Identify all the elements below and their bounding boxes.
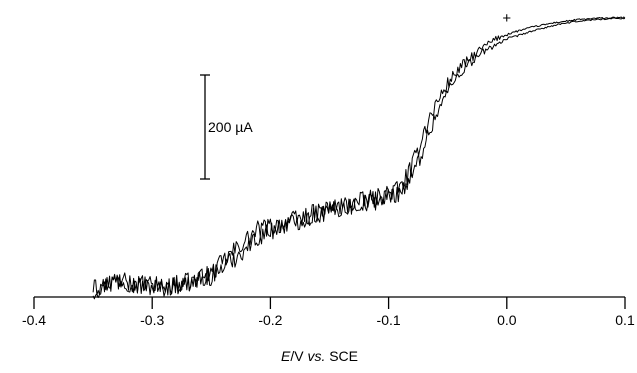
x-tick-label: 0.0 [497,312,517,328]
voltammogram-trace-2 [92,17,626,296]
plot-area [92,16,626,300]
x-tick-label: 0.1 [615,312,635,328]
scale-bar-label: 200 µA [208,119,253,135]
voltammogram-trace-1 [92,16,626,300]
x-axis-label: E/V vs. SCE [281,348,358,364]
x-axis-label-reference: SCE [325,348,358,364]
x-axis-label-vs: vs. [307,348,325,364]
x-tick-label: -0.2 [258,312,282,328]
x-tick-label: -0.1 [377,312,401,328]
x-axis-label-unit: /V [290,348,307,364]
x-tick-label: -0.3 [140,312,164,328]
x-axis-label-symbol: E [281,348,291,364]
plus-marker: + [502,10,511,27]
x-tick-label: -0.4 [22,312,46,328]
current-scale-bar: 200 µA [200,74,253,180]
x-axis-ticks: -0.4 -0.3 -0.2 -0.1 0.0 0.1 [22,297,635,328]
